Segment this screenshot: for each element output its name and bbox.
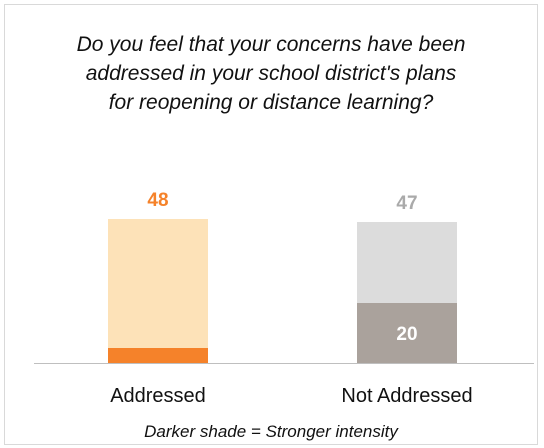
bar-strong-intensity-2: [357, 303, 457, 363]
bar-strong-intensity-1: [108, 348, 208, 363]
chart-title-line-3: for reopening or distance learning?: [108, 91, 434, 114]
chart-title-line-1: Do you feel that your concerns have been: [76, 33, 466, 56]
chart-title-line-2: addressed in your school district's plan…: [85, 62, 457, 85]
category-label-2: Not Addressed: [341, 385, 472, 407]
strong-intensity-label-2: 20: [396, 324, 417, 345]
total-label-2: 47: [396, 193, 417, 214]
category-label-1: Addressed: [110, 385, 206, 407]
total-label-1: 48: [147, 190, 168, 211]
chart-title: Do you feel that your concerns have been…: [4, 30, 538, 117]
bar-total-1: [108, 219, 208, 363]
chart-footnote: Darker shade = Stronger intensity: [144, 422, 398, 441]
